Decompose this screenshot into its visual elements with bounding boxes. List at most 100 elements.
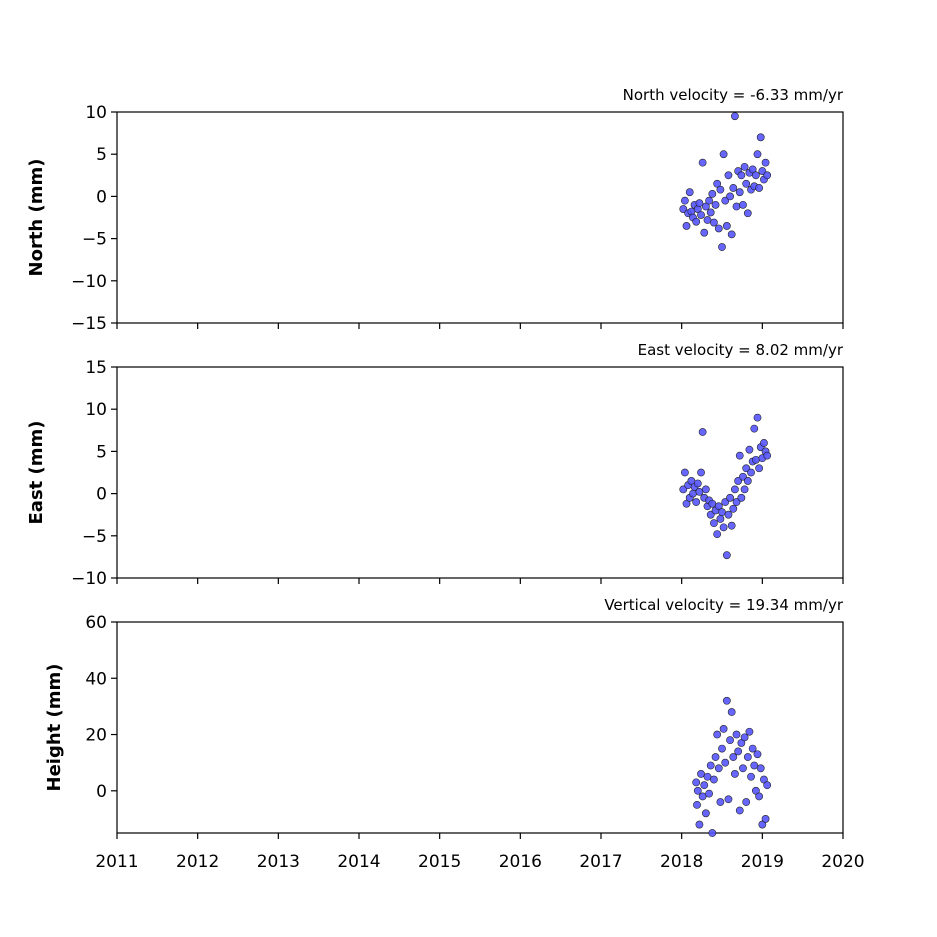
data-point [695,488,704,496]
data-point [708,829,717,837]
data-point [697,468,705,477]
data-point [735,451,744,460]
data-point [731,485,739,494]
data-point [743,477,752,485]
data-point [703,216,712,224]
data-point [751,455,760,464]
data-point [722,696,731,705]
data-point [682,499,691,508]
x-tick-label: 2015 [418,852,461,872]
data-point [750,761,759,770]
data-point [680,196,689,205]
data-point [753,750,762,759]
x-tick-label: 2014 [337,852,380,872]
data-point [745,445,754,454]
y-tick-label: 0 [96,782,107,802]
data-point [763,171,772,180]
data-point [719,523,728,532]
y-axis-label: Height (mm) [44,664,65,792]
data-point [698,158,707,167]
data-point [705,789,713,798]
data-point [721,758,730,767]
data-point [689,489,697,498]
data-point [692,778,701,787]
data-point [748,744,757,753]
data-point [727,230,736,239]
y-tick-label: −10 [71,272,107,292]
data-point [761,158,770,167]
data-point [750,424,759,433]
data-point [692,498,701,506]
data-point [751,171,760,180]
data-point [743,209,752,218]
plot-frame [116,621,844,834]
data-point [680,468,689,477]
y-tick-label: 15 [85,358,107,378]
data-point [705,196,713,205]
data-point [711,200,720,209]
data-point [722,551,731,560]
plot-frame [116,366,844,579]
y-tick-label: 40 [85,669,107,689]
data-point [719,725,728,733]
data-point [697,770,705,778]
data-point [755,792,764,801]
data-point [693,786,702,795]
data-point [713,730,722,739]
y-axis-label: North (mm) [26,159,47,277]
annotation: Vertical velocity = 19.34 mm/yr [604,596,844,614]
data-point [735,806,744,815]
data-point [708,499,717,508]
x-tick-label: 2013 [257,852,300,872]
data-point [698,428,707,436]
data-point [740,162,749,171]
y-tick-label: −10 [71,569,107,589]
data-point [682,222,691,230]
data-point [743,753,752,761]
x-tick-label: 2017 [579,852,622,872]
data-point [714,224,723,233]
data-point [734,747,743,756]
y-tick-label: 10 [85,400,107,420]
data-point [714,764,723,773]
data-point [718,744,726,753]
data-point [685,188,694,197]
y-tick-label: 0 [96,485,107,505]
data-point [706,208,715,217]
data-point [719,150,728,159]
data-point [724,171,733,180]
data-point [760,439,768,447]
annotation: North velocity = -6.33 mm/yr [623,86,844,104]
data-point [729,504,738,513]
data-point [722,222,731,230]
data-point [724,795,733,804]
data-point [747,468,755,477]
data-point [745,727,754,736]
data-point [693,479,702,488]
data-point [748,165,757,174]
data-point [716,515,725,523]
x-tick-label: 2018 [660,852,703,872]
data-point [756,133,765,142]
y-tick-label: 60 [85,613,107,633]
data-point [726,192,734,201]
y-tick-label: 20 [85,726,107,746]
data-point [740,485,749,494]
data-point [727,708,736,716]
data-point [710,218,718,227]
data-point [710,775,718,784]
data-point [716,185,725,194]
annotation: East velocity = 8.02 mm/yr [638,341,844,359]
data-point [753,413,762,422]
data-point [747,772,755,781]
data-point [756,764,765,773]
data-point [729,184,738,192]
data-point [701,485,710,494]
data-point [697,211,705,219]
data-point [708,189,717,198]
y-tick-label: −5 [82,230,107,250]
plot-frame [116,111,844,324]
data-point [701,809,710,818]
y-tick-label: 0 [96,187,107,207]
